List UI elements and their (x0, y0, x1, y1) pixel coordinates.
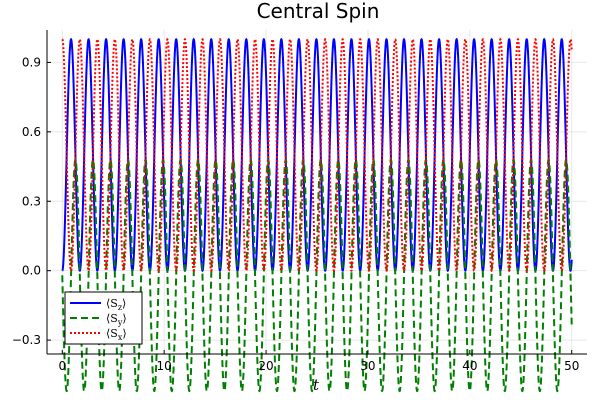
legend-label-y: ⟨Sy⟩ (106, 312, 127, 327)
axes (46, 30, 587, 355)
x-tick-label: 40 (462, 359, 477, 373)
y-tick-label: 0.0 (22, 264, 41, 278)
y-tick-label: −0.3 (12, 333, 41, 347)
x-tick-label: 0 (58, 359, 66, 373)
y-tick-label: 0.9 (22, 55, 41, 69)
legend: ⟨Sz⟩⟨Sy⟩⟨Sx⟩ (64, 291, 143, 345)
x-axis-label: t (313, 376, 320, 394)
legend-box (64, 291, 143, 345)
legend-label-x: ⟨Sx⟩ (106, 327, 127, 342)
series-line-z (61, 37, 573, 273)
series-line-y (61, 158, 573, 393)
y-tick-label: 0.3 (22, 194, 41, 208)
tick-labels: 0 10 20 30 40 50 −0.3 0.0 0.3 0.6 0.9 (12, 55, 579, 373)
x-tick-label: 30 (360, 359, 375, 373)
x-tick-label: 20 (258, 359, 273, 373)
series-line-x (61, 37, 573, 273)
chart-title: Central Spin (257, 0, 380, 23)
x-tick-label: 50 (564, 359, 579, 373)
x-tick-label: 10 (157, 359, 172, 373)
plot-area (61, 37, 573, 393)
y-tick-label: 0.6 (22, 125, 41, 139)
legend-label-z: ⟨Sz⟩ (106, 297, 126, 312)
